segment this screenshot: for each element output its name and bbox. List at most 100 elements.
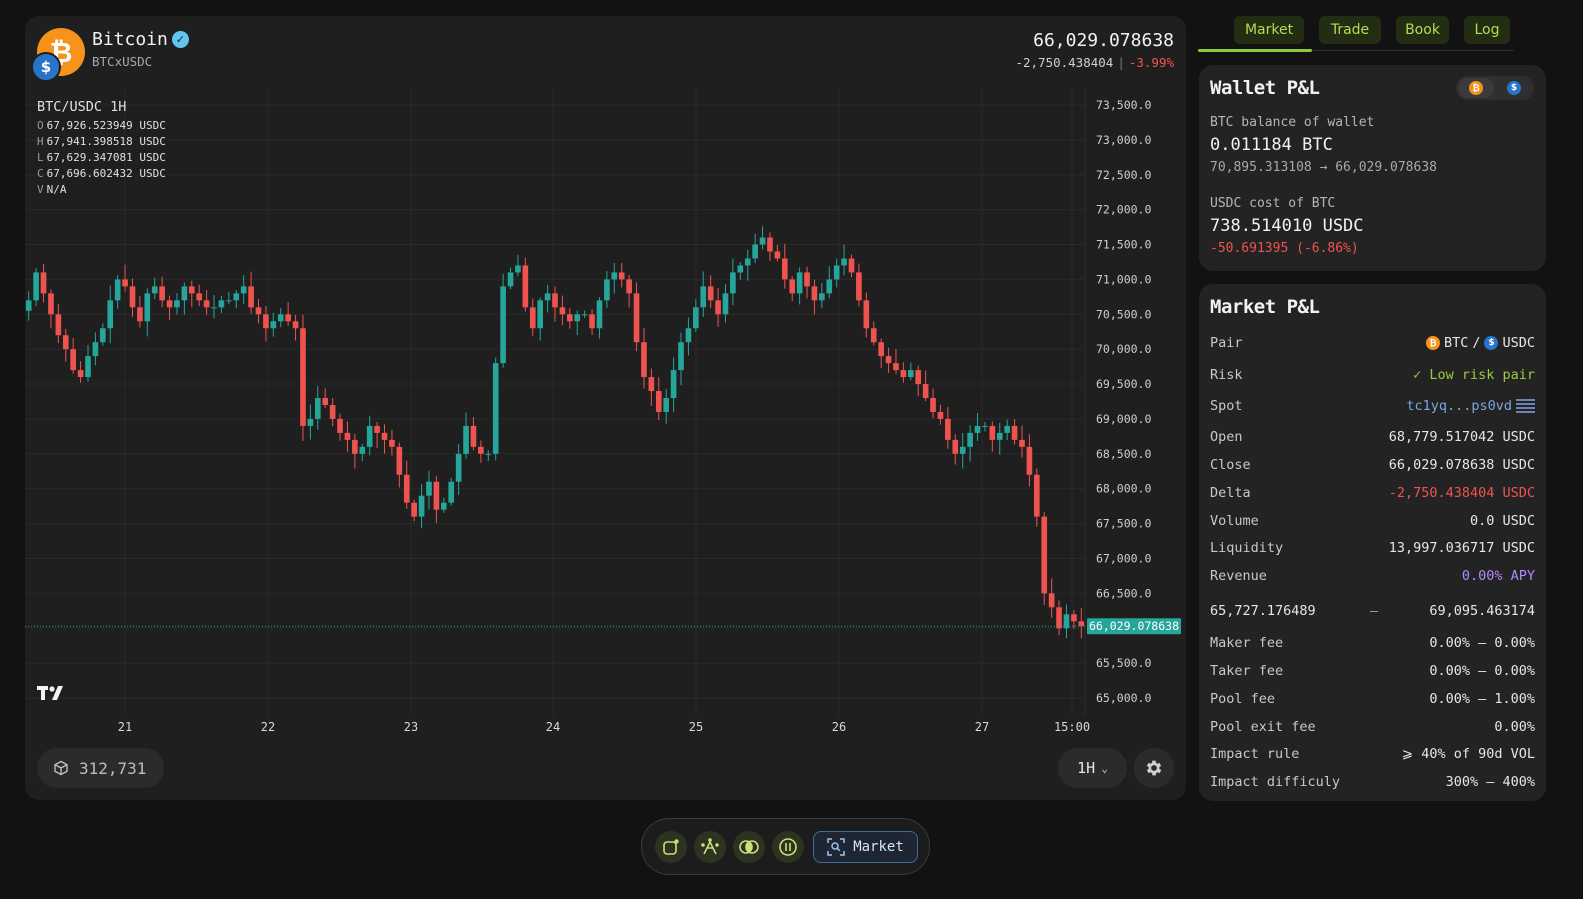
candle-body [1071, 614, 1077, 622]
candle-body [974, 425, 981, 433]
coin-pair: BTCxUSDC [92, 54, 153, 69]
candle-body [455, 453, 462, 482]
block-height-pill[interactable]: 312,731 [37, 748, 164, 788]
y-tick-label: 73,000.0 [1096, 133, 1151, 147]
candle-body [633, 293, 640, 343]
candle-body [240, 286, 247, 294]
candle-body [1004, 425, 1010, 433]
candle-body [448, 481, 455, 503]
asset-toggle[interactable]: ₿ $ [1456, 76, 1534, 100]
candle-body [226, 300, 232, 302]
candle-body [440, 502, 447, 510]
candle-body [203, 300, 210, 308]
usdc-icon: $ [1484, 336, 1499, 350]
candle-body [196, 293, 203, 301]
market-pnl-title: Market P&L [1210, 296, 1320, 318]
candle-body [359, 446, 366, 454]
candle-body [122, 279, 128, 287]
candle-body [641, 342, 647, 378]
candle-body [270, 321, 277, 329]
wallet-pnl-title: Wallet P&L [1210, 77, 1320, 99]
candle-body [915, 370, 922, 385]
spot-address-link[interactable]: tc1yq...ps0vd [1406, 398, 1535, 414]
candle-body [996, 432, 1003, 440]
candle-body [730, 272, 736, 294]
candle-body [789, 279, 796, 294]
candle-body [48, 293, 54, 315]
chart-panel: ₿ $ Bitcoin ✓ BTCxUSDC 66,029.078638 -2,7… [25, 16, 1186, 800]
tab-market[interactable]: Market [1234, 16, 1304, 44]
x-tick-label: 21 [118, 720, 132, 734]
search-scan-icon [827, 838, 845, 856]
tab-log[interactable]: Log [1464, 16, 1510, 44]
candle-body [485, 453, 492, 455]
ohlc-close: C 67,696.602432 USDC [37, 167, 166, 180]
spot-row: Spot tc1yq...ps0vd [1210, 398, 1535, 416]
impact-rule-row: Impact rule ⩾ 40% of 90d VOL [1210, 746, 1535, 762]
y-tick-label: 68,000.0 [1096, 482, 1151, 496]
candle-body [248, 286, 254, 308]
ohlc-legend: BTC/USDC 1H O 67,926.523949 USDC H 67,941.… [37, 98, 166, 198]
y-tick-label: 66,500.0 [1096, 586, 1151, 600]
price-range-row: 65,727.176489—69,095.463174 [1210, 603, 1535, 619]
chart-settings-button[interactable] [1134, 748, 1174, 788]
candle-body [537, 300, 543, 329]
pair-row: Pair ₿ BTC / $ USDC [1210, 335, 1535, 351]
candle-body [463, 425, 469, 454]
candle-body [492, 363, 499, 454]
candle-body [826, 279, 833, 294]
verified-check-icon: ✓ [171, 31, 189, 48]
market-search-button[interactable]: Market [813, 831, 918, 863]
candle-body [700, 286, 707, 308]
bottom-toolbar: Market [641, 818, 930, 875]
candle-body [478, 446, 484, 454]
x-tick-label: 24 [546, 720, 560, 734]
swap-button[interactable] [733, 831, 765, 863]
btc-balance-value: 0.011184 BTC [1210, 135, 1333, 155]
candle-body [774, 251, 781, 259]
candle-body [129, 286, 136, 308]
tab-book[interactable]: Book [1396, 16, 1449, 44]
candle-body [211, 307, 217, 309]
candle-body [307, 418, 314, 426]
candle-body [596, 300, 603, 329]
candlestick-chart[interactable]: 73,500.0 73,000.0 72,500.0 72,000.0 71,500.0… [25, 88, 1186, 740]
candle-body [922, 384, 929, 399]
ohlc-volume: V N/A [37, 183, 67, 196]
liquidity-button[interactable] [772, 831, 804, 863]
toggle-usdc[interactable]: $ [1496, 78, 1532, 98]
y-tick-label: 69,500.0 [1096, 377, 1151, 391]
candle-body [878, 342, 884, 357]
candle-body [959, 446, 966, 454]
candle-body [77, 370, 84, 378]
main-tabs: Market Trade Book Log [1198, 16, 1545, 52]
candle-body [277, 314, 284, 322]
toggle-btc[interactable]: ₿ [1458, 78, 1494, 98]
candle-body [581, 314, 588, 316]
coin-name: Bitcoin ✓ [92, 29, 189, 50]
candle-body [337, 418, 343, 433]
candle-body [907, 370, 914, 378]
candle-body [151, 286, 158, 294]
ohlc-low: L 67,629.347081 USDC [37, 151, 166, 164]
candle-body [144, 293, 151, 322]
new-order-button[interactable] [655, 831, 687, 863]
tab-trade[interactable]: Trade [1319, 16, 1381, 44]
maker-fee-row: Maker fee 0.00% — 0.00% [1210, 635, 1535, 651]
candle-body [900, 370, 907, 378]
magic-wand-icon [701, 838, 719, 855]
taker-fee-row: Taker fee 0.00% — 0.00% [1210, 663, 1535, 679]
tradingview-logo-icon[interactable] [36, 684, 68, 702]
tools-button[interactable] [694, 831, 726, 863]
candle-body [344, 432, 351, 440]
candle-body [403, 474, 410, 503]
y-tick-label: 68,500.0 [1096, 447, 1151, 461]
y-tick-label: 65,000.0 [1096, 691, 1151, 705]
open-row: Open 68,779.517042 USDC [1210, 429, 1535, 445]
candle-body [396, 446, 403, 475]
y-tick-label: 70,500.0 [1096, 307, 1151, 321]
candle-body [737, 265, 744, 273]
candle-body [300, 328, 306, 426]
y-tick-label: 67,500.0 [1096, 517, 1151, 531]
timeframe-select[interactable]: 1H ⌄ [1058, 748, 1127, 788]
